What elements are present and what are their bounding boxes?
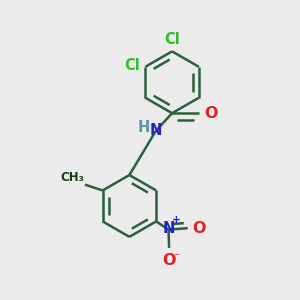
Text: H: H xyxy=(137,120,149,135)
Text: N: N xyxy=(150,123,162,138)
Text: Cl: Cl xyxy=(164,32,180,47)
Text: CH₃: CH₃ xyxy=(60,171,84,184)
Text: O: O xyxy=(204,106,218,121)
Text: O: O xyxy=(192,221,206,236)
Text: N: N xyxy=(162,221,175,236)
Text: O: O xyxy=(162,253,176,268)
Text: Cl: Cl xyxy=(124,58,140,73)
Text: +: + xyxy=(172,215,180,225)
Text: ⁻: ⁻ xyxy=(173,252,179,262)
